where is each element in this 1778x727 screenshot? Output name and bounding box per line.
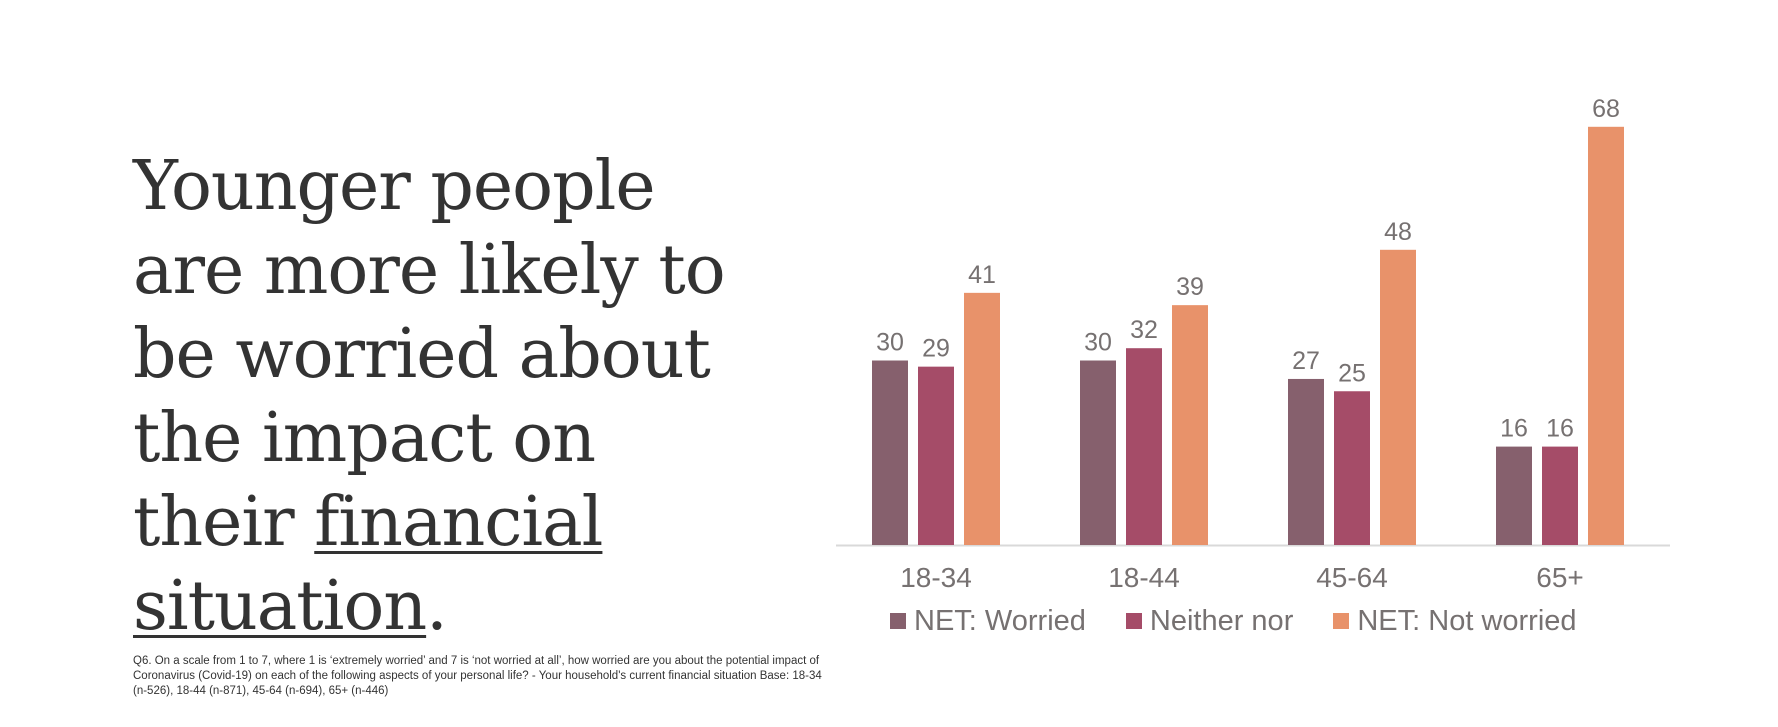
headline-underlined-text: financial situation	[133, 483, 603, 646]
headline-text: Younger people are more likely to be wor…	[133, 147, 726, 562]
bar-neither-nor-45-64	[1334, 391, 1370, 545]
headline-period: .	[426, 567, 448, 646]
footnote: Q6. On a scale from 1 to 7, where 1 is ‘…	[133, 655, 822, 697]
data-label-neither-nor-18-34: 29	[922, 335, 950, 363]
x-tick-label-18-44: 18-44	[1108, 562, 1180, 593]
legend-label-net-worried: NET: Worried	[914, 604, 1086, 637]
bar-net-worried-18-34	[872, 360, 908, 545]
legend-label-neither-nor: Neither nor	[1149, 604, 1294, 637]
bar-net-worried-45-64	[1288, 378, 1324, 545]
data-label-net-worried-45-64: 27	[1292, 347, 1320, 375]
bar-net-worried-18-44	[1080, 360, 1116, 545]
bar-net-worried-65	[1496, 446, 1532, 545]
legend-label-net-not-worried: NET: Not worried	[1357, 604, 1577, 637]
legend-item-neither-nor: Neither nor	[1125, 604, 1294, 638]
bar-neither-nor-18-44	[1126, 348, 1162, 545]
legend-swatch-neither-nor	[1125, 613, 1142, 629]
data-label-neither-nor-45-64: 25	[1338, 359, 1366, 387]
bar-neither-nor-65	[1542, 446, 1578, 545]
x-tick-label-65: 65+	[1536, 562, 1584, 593]
data-label-net-worried-18-34: 30	[876, 329, 904, 357]
legend-item-net-worried: NET: Worried	[890, 605, 1086, 638]
bar-neither-nor-18-34	[918, 366, 954, 545]
bar-net-not-worried-18-34	[964, 292, 1000, 545]
bar-chart: 30 29 41 18-34 30 32 39 18-44 27 25 48 45-64 16 16 68 6…	[836, 95, 1670, 593]
data-label-net-worried-65: 16	[1500, 415, 1528, 443]
headline: Younger people are more likely to be wor…	[133, 145, 773, 649]
bar-net-not-worried-18-44	[1172, 305, 1208, 545]
data-label-net-not-worried-18-44: 39	[1176, 273, 1204, 301]
legend-swatch-net-not-worried	[1333, 613, 1350, 629]
bar-net-not-worried-45-64	[1380, 249, 1416, 546]
data-label-net-not-worried-65: 68	[1592, 95, 1620, 123]
data-label-net-not-worried-45-64: 48	[1384, 218, 1412, 246]
data-label-neither-nor-18-44: 32	[1130, 316, 1158, 344]
data-label-net-not-worried-18-34: 41	[968, 261, 996, 289]
x-tick-label-18-34: 18-34	[900, 562, 972, 593]
data-label-neither-nor-65: 16	[1546, 415, 1574, 443]
chart-legend: NET: Worried Neither nor NET: Not worried	[890, 603, 1577, 639]
legend-item-net-not-worried: NET: Not worried	[1333, 604, 1577, 638]
legend-swatch-net-worried	[890, 613, 906, 629]
data-label-net-worried-18-44: 30	[1084, 329, 1112, 357]
bar-net-not-worried-65	[1588, 126, 1624, 546]
x-tick-label-45-64: 45-64	[1316, 562, 1388, 593]
